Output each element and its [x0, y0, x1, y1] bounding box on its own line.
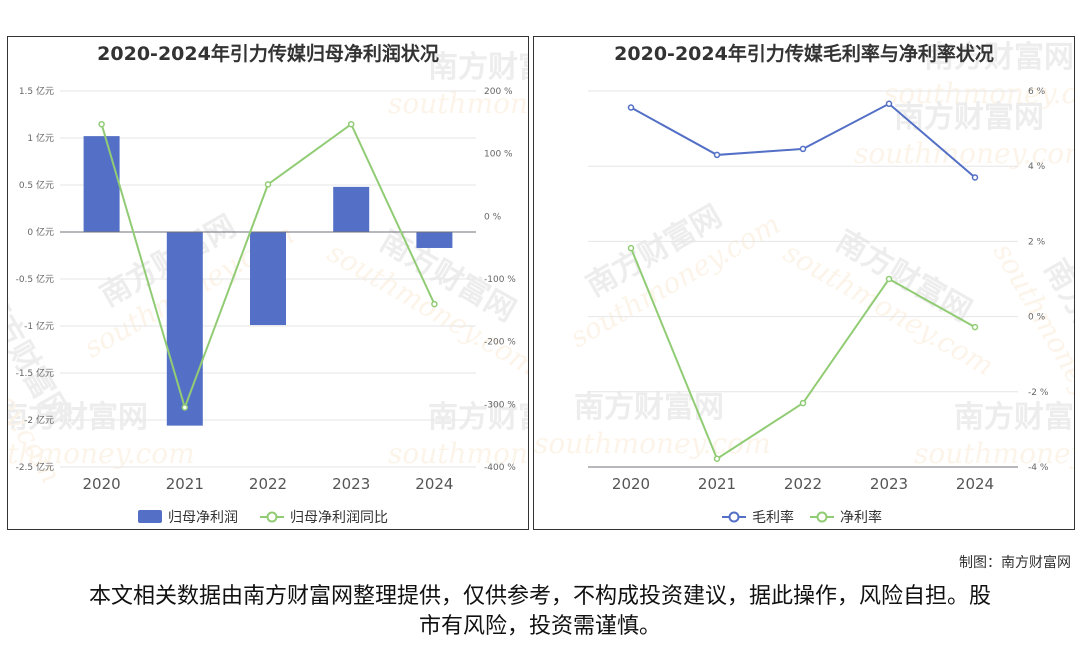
watermark-brand: 南方财富网: [574, 390, 724, 425]
y-right-tick-label: 100 %: [484, 150, 513, 160]
bar-2023: [333, 186, 370, 232]
watermark-brand: 南方财富网: [894, 100, 1044, 135]
y-tick-label: -2 %: [1028, 388, 1049, 398]
left-chart-title: 2020-2024年引力传媒归母净利润状况: [97, 43, 439, 65]
y-right-tick-label: -100 %: [484, 275, 516, 285]
y-tick-label: 4 %: [1028, 162, 1046, 172]
point-series-0-2021: [713, 151, 721, 159]
watermark-url: southmoney.com: [388, 87, 529, 120]
x-tick-label: 2022: [249, 475, 287, 493]
point-series-1-2024: [971, 323, 979, 331]
point-yoy-2022: [264, 181, 272, 188]
point-series-1-2023: [885, 275, 893, 283]
bar-2022: [250, 232, 286, 326]
legend-label: 净利率: [840, 509, 882, 526]
y-tick-label: 0 %: [1028, 313, 1046, 323]
y-left-tick-label: -2.5 亿元: [16, 461, 54, 473]
y-right-tick-label: -400 %: [484, 463, 516, 473]
x-tick-label: 2022: [784, 475, 822, 493]
legend-swatch-marker: [816, 511, 828, 523]
x-tick-label: 2021: [698, 475, 736, 493]
legend-swatch-marker: [728, 511, 740, 523]
x-tick-label: 2020: [83, 475, 121, 493]
watermark-brand: 南方财富网: [924, 40, 1074, 75]
y-left-tick-label: 0 亿元: [27, 226, 54, 238]
watermark-brand: 南方财富网: [954, 400, 1075, 435]
y-right-tick-label: 200 %: [484, 87, 513, 97]
y-tick-label: 6 %: [1028, 87, 1046, 97]
right-chart-svg: 南方财富网southmoney.com南方财富网southmoney.com南方…: [534, 40, 1075, 526]
watermark-url: southmoney.com: [388, 437, 529, 470]
point-series-0-2024: [971, 174, 979, 181]
left-chart-svg: 南方财富网southmoney.com南方财富网southmoney.com南方…: [8, 50, 529, 526]
bar-2021: [166, 232, 203, 426]
y-left-tick-label: 1 亿元: [27, 132, 54, 144]
point-series-1-2021: [713, 455, 721, 462]
right-chart-panel: 2020-2024年引力传媒毛利率与净利率状况 南方财富网 southmoney.…: [533, 36, 1075, 530]
y-left-tick-label: -2 亿元: [24, 414, 54, 426]
x-tick-label: 2024: [415, 475, 453, 493]
y-right-tick-label: 0 %: [484, 212, 502, 222]
point-series-0-2020: [627, 104, 635, 111]
y-tick-label: 2 %: [1028, 237, 1046, 247]
watermark-url: southmoney.com: [8, 437, 195, 470]
watermark-brand: 南方财富网: [428, 50, 529, 85]
point-series-0-2022: [799, 145, 807, 153]
watermark-url: southmoney.com: [884, 77, 1075, 110]
y-right-tick-label: -300 %: [484, 400, 516, 410]
legend-swatch-bar: [138, 510, 162, 523]
bar-2020: [83, 136, 120, 232]
y-left-tick-label: 0.5 亿元: [19, 179, 54, 191]
point-series-0-2023: [885, 100, 893, 108]
legend-label: 归母净利润同比: [290, 509, 388, 526]
point-series-1-2020: [627, 244, 635, 252]
y-left-tick-label: -1.5 亿元: [16, 367, 54, 379]
point-yoy-2023: [347, 120, 355, 128]
bar-2024: [416, 232, 453, 248]
left-chart-panel: 2020-2024年引力传媒归母净利润状况 南方财富网southmoney.co…: [7, 36, 529, 530]
x-tick-label: 2021: [166, 475, 204, 493]
x-tick-label: 2023: [332, 475, 370, 493]
right-chart-title: 2020-2024年引力传媒毛利率与净利率状况: [614, 43, 994, 65]
point-series-1-2022: [799, 399, 807, 407]
right-legend: 毛利率 净利率: [722, 509, 882, 526]
legend-label: 归母净利润: [168, 509, 238, 526]
watermark-url: southmoney.com: [914, 437, 1075, 470]
point-yoy-2021: [181, 404, 189, 411]
left-legend: 归母净利润 归母净利润同比: [138, 509, 388, 526]
y-left-tick-label: -1 亿元: [24, 320, 54, 332]
watermark-brand: 南方财富网: [8, 400, 148, 435]
legend-label: 毛利率: [752, 509, 794, 526]
x-tick-label: 2024: [956, 475, 994, 493]
x-tick-label: 2023: [870, 475, 908, 493]
y-left-tick-label: -0.5 亿元: [16, 273, 54, 285]
y-tick-label: -4 %: [1028, 463, 1049, 473]
watermark-brand: 南方财富网: [428, 400, 529, 435]
legend-swatch-marker: [266, 511, 278, 523]
chart-credit: 制图：南方财富网: [959, 555, 1071, 571]
y-left-tick-label: 1.5 亿元: [19, 85, 54, 97]
point-yoy-2020: [98, 120, 105, 128]
disclaimer-text: 本文相关数据由南方财富网整理提供，仅供参考，不构成投资建议，据此操作，风险自担。…: [88, 584, 991, 639]
watermark-url: southmoney.com: [534, 427, 771, 460]
y-right-tick-label: -200 %: [484, 338, 516, 348]
x-tick-label: 2020: [612, 475, 650, 493]
point-yoy-2024: [431, 300, 438, 308]
watermark-url: southmoney.com: [854, 137, 1075, 170]
